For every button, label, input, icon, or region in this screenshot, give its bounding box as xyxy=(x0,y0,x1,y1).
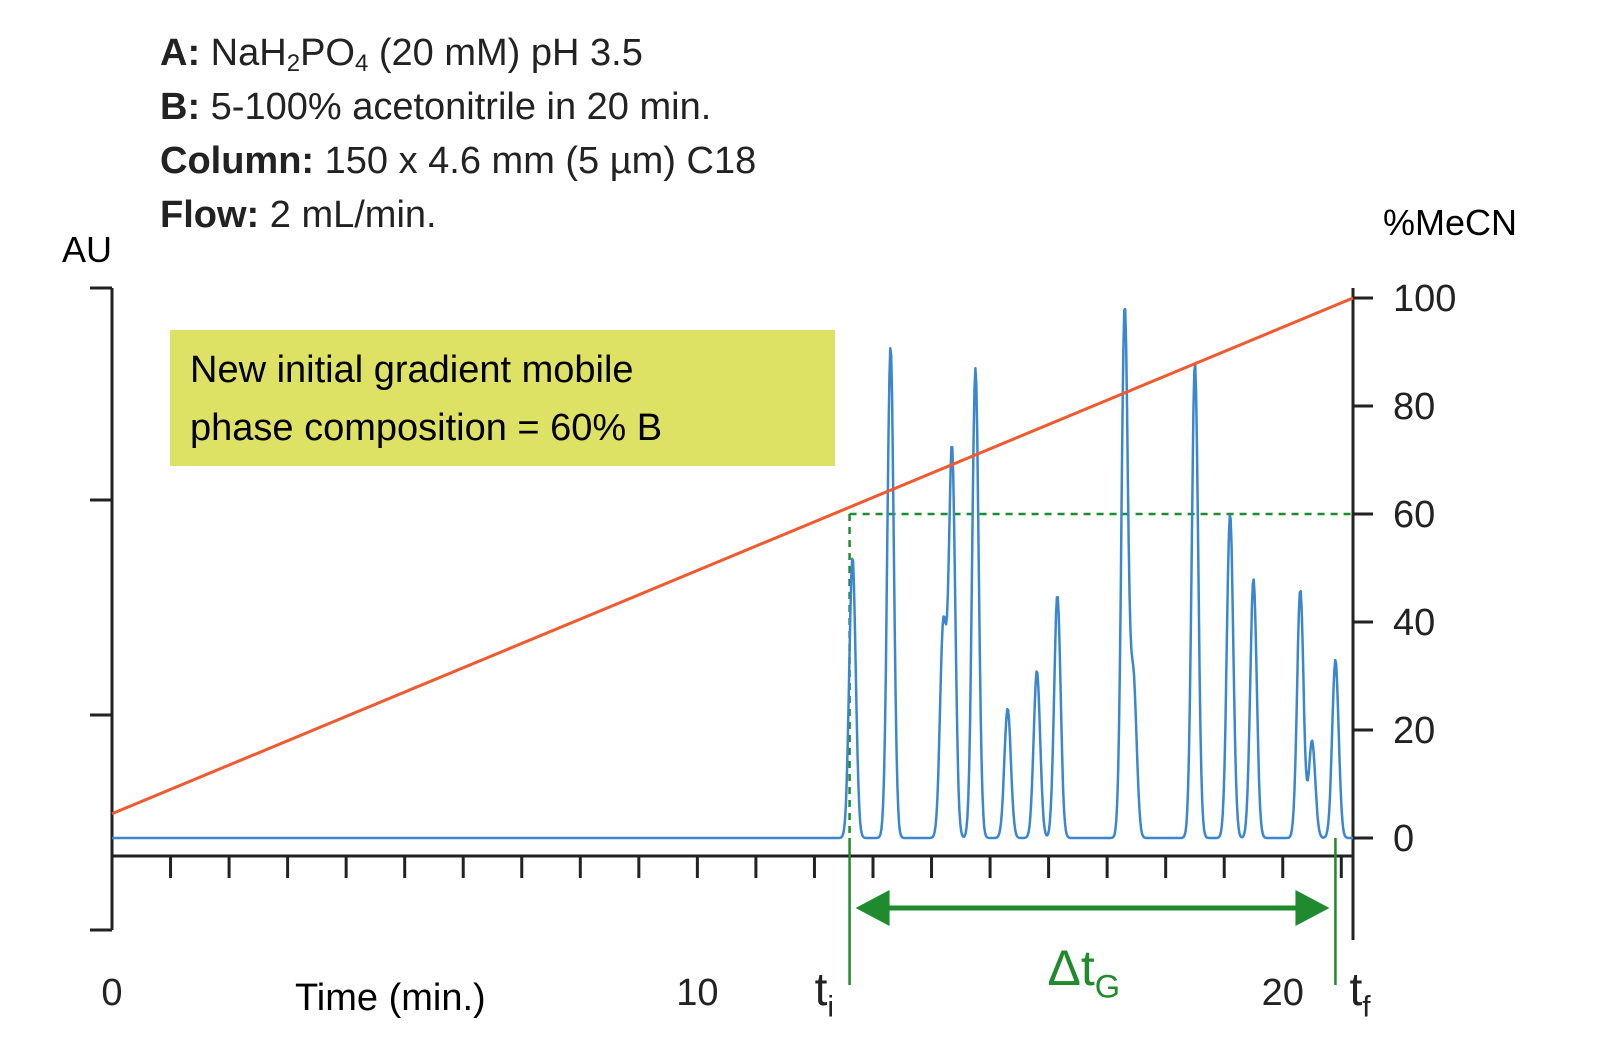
column-spec: Column: 150 x 4.6 mm (5 µm) C18 xyxy=(160,134,756,188)
flow-label: Flow: xyxy=(160,194,260,236)
plot-area xyxy=(111,296,1354,840)
tf-label: tf xyxy=(1349,963,1371,1024)
x-tick-label: 20 xyxy=(1262,972,1304,1014)
gradient-window-markers: ti tf ΔtG xyxy=(815,838,1371,1024)
right-axis-label: %MeCN xyxy=(1383,202,1517,243)
right-tick-label: 20 xyxy=(1393,710,1435,752)
right-tick-label: 40 xyxy=(1393,602,1435,644)
column-text: 150 x 4.6 mm (5 µm) C18 xyxy=(314,140,757,182)
annotation-box-fill xyxy=(170,330,835,466)
chromatography-conditions: A: NaH2PO4 (20 mM) pH 3.5 B: 5-100% acet… xyxy=(160,26,756,242)
right-tick-label: 80 xyxy=(1393,386,1435,428)
b-label: B: xyxy=(160,86,201,128)
left-axis-label: AU xyxy=(62,229,112,270)
x-axis-label: Time (min.) xyxy=(295,977,486,1019)
a-formula-part1: NaH xyxy=(210,32,287,74)
annotation-line-2: phase composition = 60% B xyxy=(190,407,662,449)
left-axis xyxy=(90,286,114,932)
mobile-phase-a: A: NaH2PO4 (20 mM) pH 3.5 xyxy=(160,26,756,80)
chromatogram-trace xyxy=(111,307,1354,840)
a-formula-part2: PO xyxy=(300,32,355,74)
delta-tg-label: ΔtG xyxy=(1048,940,1121,1005)
b-text: 5-100% acetonitrile in 20 min. xyxy=(200,86,712,128)
annotation-line-1: New initial gradient mobile xyxy=(190,349,634,391)
flow-rate: Flow: 2 mL/min. xyxy=(160,188,756,242)
column-label: Column: xyxy=(160,140,315,182)
delta-arrow-right-head xyxy=(1295,890,1330,926)
a-formula-sub2: 4 xyxy=(354,50,369,77)
right-axis: 0 20 40 60 80 100 xyxy=(1351,278,1456,940)
x-axis: 0 10 20 xyxy=(101,854,1353,1014)
a-label: A: xyxy=(160,32,201,74)
right-tick-label: 0 xyxy=(1393,818,1414,860)
delta-arrow-left-head xyxy=(855,890,890,926)
right-tick-label: 100 xyxy=(1393,278,1456,320)
a-formula-suffix: (20 mM) pH 3.5 xyxy=(368,32,643,74)
mobile-phase-b: B: 5-100% acetonitrile in 20 min. xyxy=(160,80,756,134)
gradient-line xyxy=(111,296,1354,816)
ti-label: ti xyxy=(815,963,834,1024)
right-tick-label: 60 xyxy=(1393,494,1435,536)
x-tick-label: 0 xyxy=(101,972,122,1014)
a-formula-sub1: 2 xyxy=(286,50,301,77)
x-tick-label: 10 xyxy=(676,972,718,1014)
flow-text: 2 mL/min. xyxy=(259,194,437,236)
annotation-box: New initial gradient mobile phase compos… xyxy=(170,330,835,466)
